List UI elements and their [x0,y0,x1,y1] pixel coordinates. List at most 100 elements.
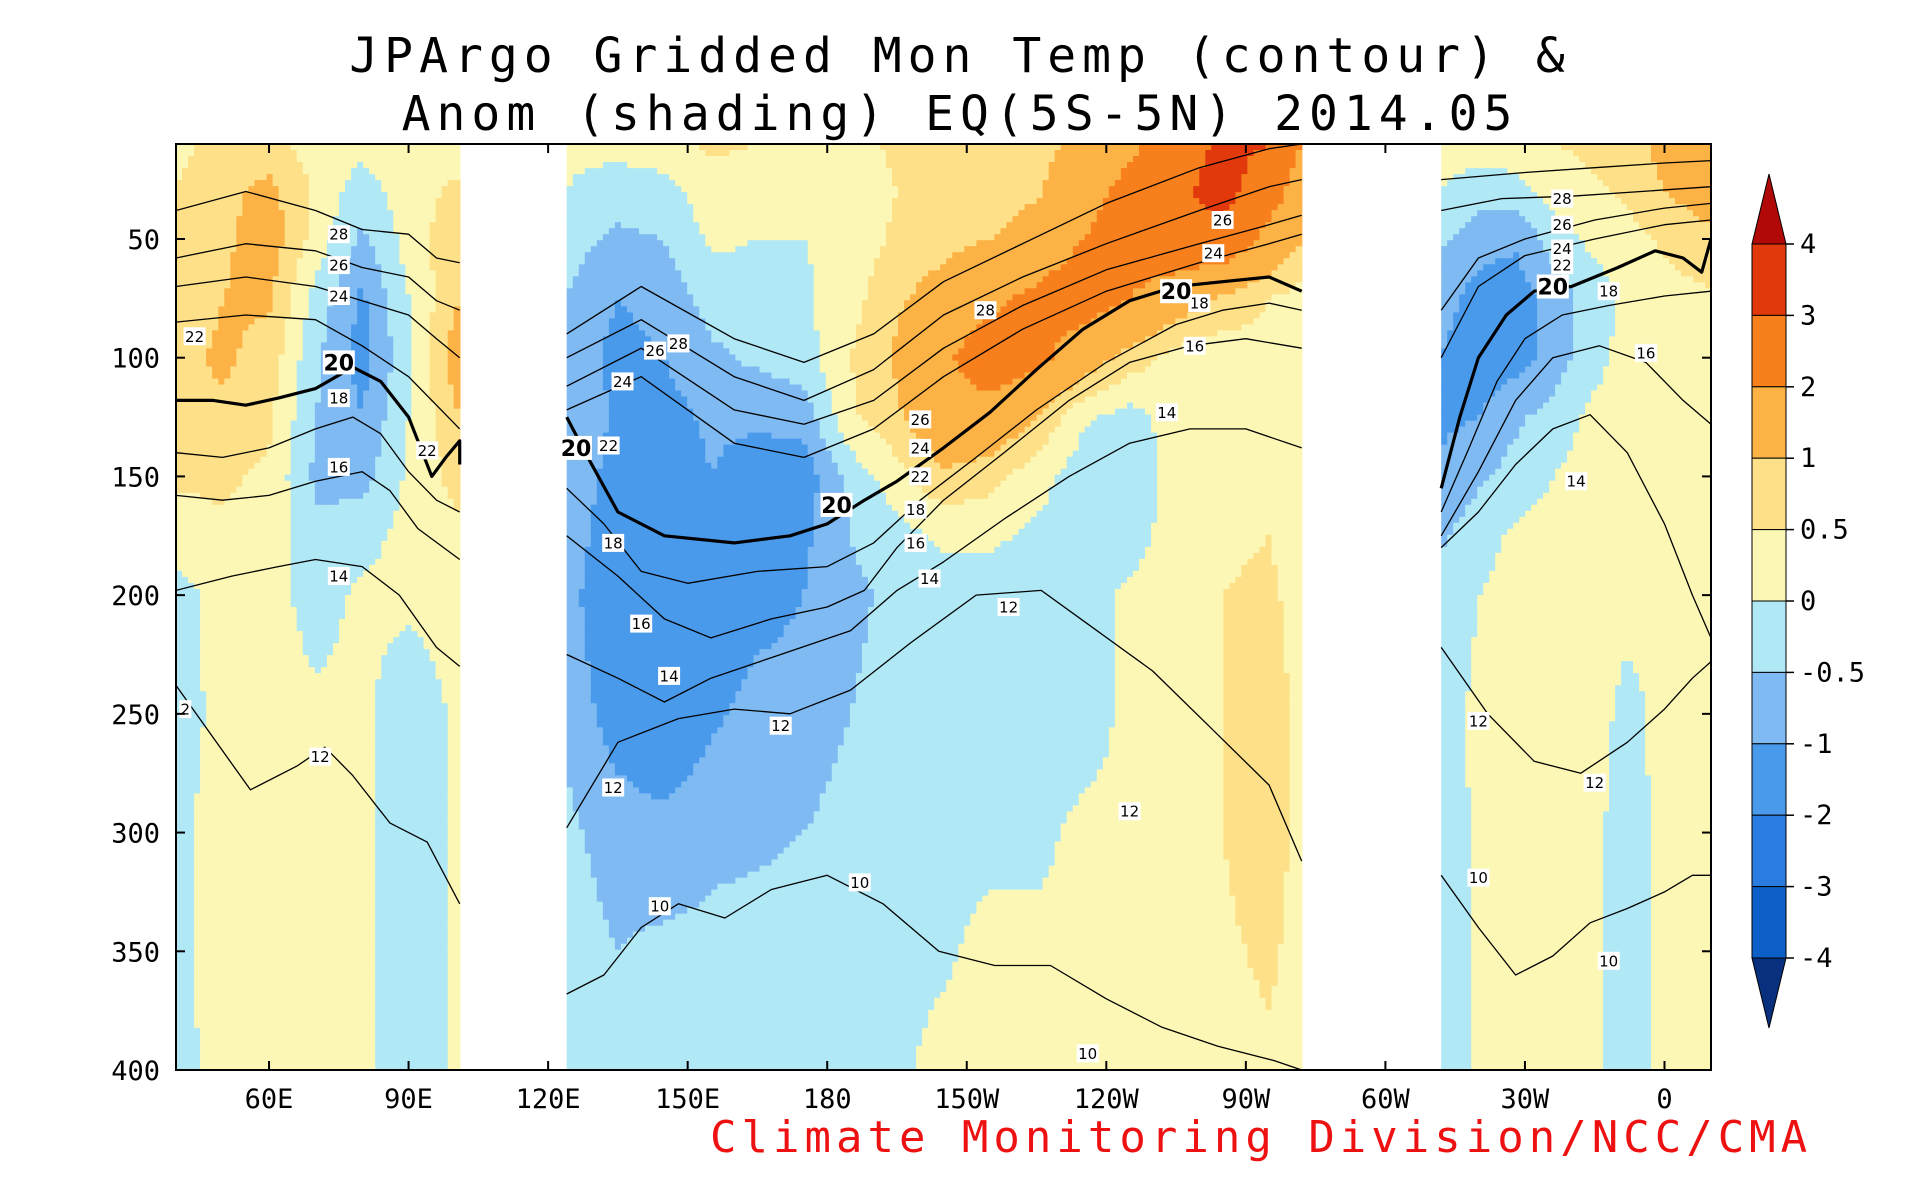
anomaly-cell [236,1033,244,1041]
anomaly-cell [236,456,244,464]
anomaly-cell [260,294,268,302]
anomaly-cell [176,883,183,891]
anomaly-cell [236,294,244,302]
anomaly-cell [339,168,346,175]
anomaly-cell [242,589,250,596]
anomaly-cell [290,913,298,921]
anomaly-cell [188,240,195,247]
anomaly-cell [351,817,358,825]
anomaly-cell [260,1045,268,1053]
anomaly-cell [254,655,262,662]
anomaly-cell [206,589,213,596]
anomaly-cell [296,961,304,969]
anomaly-cell [369,366,376,374]
anomaly-cell [339,625,346,632]
anomaly-cell [290,474,298,482]
anomaly-cell [320,234,328,241]
anomaly-cell [320,186,328,193]
anomaly-cell [357,595,364,602]
anomaly-cell [320,1052,328,1059]
anomaly-cell [260,595,268,602]
anomaly-cell [278,582,286,590]
anomaly-cell [272,438,280,446]
anomaly-cell [284,282,292,290]
anomaly-cell [320,474,328,482]
anomaly-cell [278,252,286,259]
anomaly-cell [254,258,262,265]
anomaly-cell [351,444,358,452]
anomaly-cell [254,955,262,963]
anomaly-cell [290,787,298,795]
anomaly-cell [284,859,292,867]
anomaly-cell [320,306,328,314]
anomaly-cell [212,1009,219,1017]
anomaly-cell [242,967,250,975]
anomaly-cell [314,955,322,963]
anomaly-cell [224,264,232,272]
anomaly-cell [176,264,183,272]
anomaly-cell [333,985,340,993]
anomaly-cell [194,871,201,879]
anomaly-cell [176,931,183,939]
anomaly-cell [302,937,310,945]
anomaly-cell [200,901,207,909]
anomaly-cell [266,727,274,735]
anomaly-cell [266,1045,274,1053]
anomaly-cell [200,456,207,464]
anomaly-cell [182,372,189,380]
anomaly-cell [278,204,286,211]
anomaly-cell [290,1058,298,1065]
anomaly-cell [200,474,207,482]
anomaly-cell [224,661,232,668]
anomaly-cell [176,330,183,338]
anomaly-cell [260,210,268,217]
anomaly-cell [176,432,183,440]
anomaly-cell [200,216,207,223]
anomaly-cell [182,979,189,987]
anomaly-cell [224,192,232,199]
anomaly-cell [363,366,370,374]
anomaly-cell [266,661,274,668]
anomaly-cell [278,1003,286,1011]
anomaly-cell [284,384,292,392]
anomaly-cell [345,324,352,332]
anomaly-cell [369,144,376,151]
anomaly-cell [314,883,322,891]
anomaly-cell [308,631,316,638]
anomaly-cell [333,306,340,314]
anomaly-cell [308,637,316,644]
anomaly-cell [351,637,358,644]
anomaly-cell [218,727,226,735]
anomaly-cell [260,625,268,632]
anomaly-cell [351,294,358,302]
anomaly-cell [302,1052,310,1059]
anomaly-cell [320,703,328,710]
anomaly-cell [351,198,358,205]
anomaly-cell [333,775,340,783]
anomaly-cell [230,619,238,626]
anomaly-cell [272,1039,280,1047]
anomaly-cell [212,751,219,759]
anomaly-cell [194,937,201,945]
anomaly-cell [333,649,340,656]
anomaly-cell [236,366,244,374]
anomaly-cell [182,504,189,512]
anomaly-cell [290,841,298,849]
anomaly-cell [182,378,189,386]
anomaly-cell [333,420,340,428]
anomaly-cell [212,294,219,302]
anomaly-cell [296,360,304,368]
anomaly-cell [351,985,358,993]
anomaly-cell [200,955,207,963]
anomaly-cell [206,552,213,560]
anomaly-cell [339,180,346,187]
anomaly-cell [266,402,274,410]
anomaly-cell [212,318,219,326]
anomaly-cell [254,390,262,398]
anomaly-cell [326,540,334,548]
anomaly-cell [212,306,219,314]
anomaly-cell [333,859,340,867]
anomaly-cell [230,1039,238,1047]
anomaly-cell [351,498,358,506]
anomaly-cell [248,829,256,837]
